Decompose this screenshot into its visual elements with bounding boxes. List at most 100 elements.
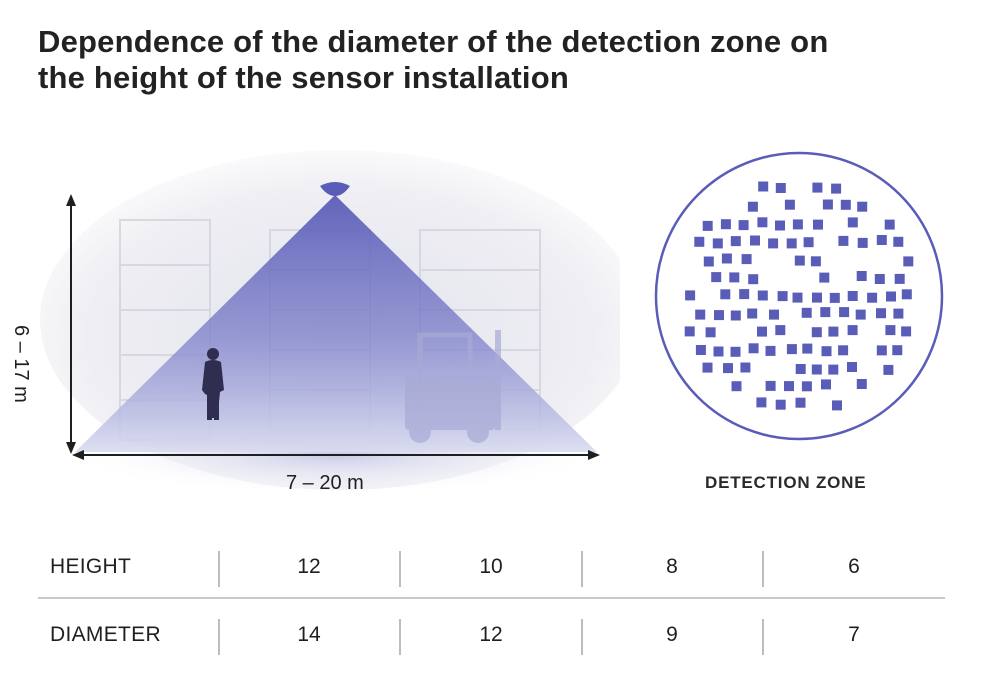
detection-zone-square <box>695 345 706 355</box>
title-line-2: the height of the sensor installation <box>38 60 569 95</box>
detection-zone-square <box>757 217 768 228</box>
column-divider <box>762 619 764 655</box>
column-divider <box>218 619 220 655</box>
diameter-value: 7 <box>848 623 860 646</box>
detection-zone-square <box>847 291 858 301</box>
detection-zone-square <box>786 344 797 355</box>
detection-zone-square <box>839 307 850 318</box>
row-header-height: HEIGHT <box>50 555 132 578</box>
detection-zone-square <box>828 326 839 337</box>
detection-zone-square <box>721 253 732 264</box>
detection-zone-square <box>801 307 812 318</box>
detection-zone-square <box>730 236 741 247</box>
detection-zone-square <box>819 272 830 283</box>
detection-zone-square <box>740 362 751 373</box>
detection-zone-circle <box>654 151 944 441</box>
diameter-value: 14 <box>297 623 321 646</box>
detection-zone-square <box>812 182 823 193</box>
detection-zone-square <box>831 183 842 194</box>
detection-zone-square <box>876 345 887 356</box>
detection-zone-square <box>768 238 779 249</box>
detection-zone-square <box>702 220 713 231</box>
sensor-icon <box>320 182 350 196</box>
detection-zone-square <box>703 256 714 267</box>
detection-zone-square <box>840 199 851 210</box>
detection-zone-square <box>792 292 803 303</box>
detection-zone-square <box>731 381 742 392</box>
installation-diagram <box>40 150 620 495</box>
height-range-label: 6 – 17 m <box>10 325 32 403</box>
diameter-value: 9 <box>666 623 678 646</box>
detection-zone-square <box>892 345 903 356</box>
detection-zone-squares <box>684 181 914 411</box>
detection-zone-square <box>775 399 786 410</box>
detection-zone-square <box>747 201 758 212</box>
detection-zone-square <box>741 254 752 265</box>
detection-zone-square <box>876 308 886 319</box>
detection-zone-square <box>811 364 822 375</box>
title-line-1: Dependence of the diameter of the detect… <box>38 24 829 59</box>
detection-zone-square <box>893 236 904 247</box>
detection-zone-square <box>803 237 814 248</box>
detection-zone-square <box>684 326 695 337</box>
detection-zone-square <box>822 199 833 210</box>
detection-zone-square <box>786 238 797 249</box>
detection-zone-square <box>883 364 894 375</box>
detection-zone-square <box>894 273 905 284</box>
detection-zone-square <box>695 309 706 320</box>
detection-zone-square <box>769 309 779 320</box>
detection-zone-square <box>885 325 896 336</box>
detection-zone-square <box>765 380 776 391</box>
detection-zone-square <box>821 379 831 390</box>
width-range-label: 7 – 20 m <box>286 472 364 494</box>
detection-zone-square <box>810 256 821 267</box>
detection-zone-square <box>802 343 813 354</box>
detection-zone-square <box>747 308 758 319</box>
detection-zone-square <box>812 292 822 303</box>
detection-zone-square <box>775 183 786 193</box>
page-title: Dependence of the diameter of the detect… <box>38 24 968 96</box>
detection-zone-caption: DETECTION ZONE <box>705 473 867 492</box>
height-diameter-table: HEIGHT 12 10 8 6 DIAMETER 14 12 9 7 <box>38 545 945 661</box>
detection-zone-square <box>901 326 912 337</box>
detection-zone-diagram <box>654 151 944 441</box>
detection-zone-square <box>829 292 840 303</box>
detection-zone-square <box>748 343 759 354</box>
detection-zone-square <box>901 289 912 300</box>
detection-zone-square <box>838 235 849 246</box>
height-value: 6 <box>848 555 860 578</box>
diameter-value: 12 <box>479 623 503 646</box>
detection-zone-square <box>794 255 805 266</box>
detection-zone-square <box>711 272 722 283</box>
detection-zone-square <box>685 290 696 301</box>
height-value: 8 <box>666 555 678 578</box>
detection-zone-square <box>730 310 741 321</box>
detection-zone-square <box>750 235 760 246</box>
height-arrow <box>66 194 76 454</box>
person-silhouette <box>202 348 224 420</box>
detection-zone-square <box>857 237 868 248</box>
detection-zone-square <box>795 364 806 374</box>
column-divider <box>762 551 764 587</box>
detection-zone-square <box>748 274 759 285</box>
detection-zone-square <box>712 238 723 249</box>
detection-zone-square <box>720 289 731 300</box>
detection-zone-square <box>729 272 740 283</box>
detection-zone-square <box>720 219 731 230</box>
detection-zone-square <box>784 381 794 392</box>
detection-zone-square <box>758 181 769 192</box>
detection-zone-square <box>784 199 795 210</box>
detection-zone-square <box>775 325 786 336</box>
detection-zone-square <box>820 307 831 318</box>
detection-zone-square <box>705 327 716 338</box>
detection-zone-square <box>801 381 812 392</box>
detection-zone-square <box>847 362 857 372</box>
detection-zone-square <box>757 326 767 337</box>
column-divider <box>399 551 401 587</box>
detection-zone-square <box>876 235 887 245</box>
detection-zone-square <box>813 219 823 230</box>
detection-zone-square <box>874 274 885 284</box>
detection-zone-square <box>756 397 767 408</box>
height-value: 12 <box>297 555 321 578</box>
row-header-diameter: DIAMETER <box>50 623 161 646</box>
